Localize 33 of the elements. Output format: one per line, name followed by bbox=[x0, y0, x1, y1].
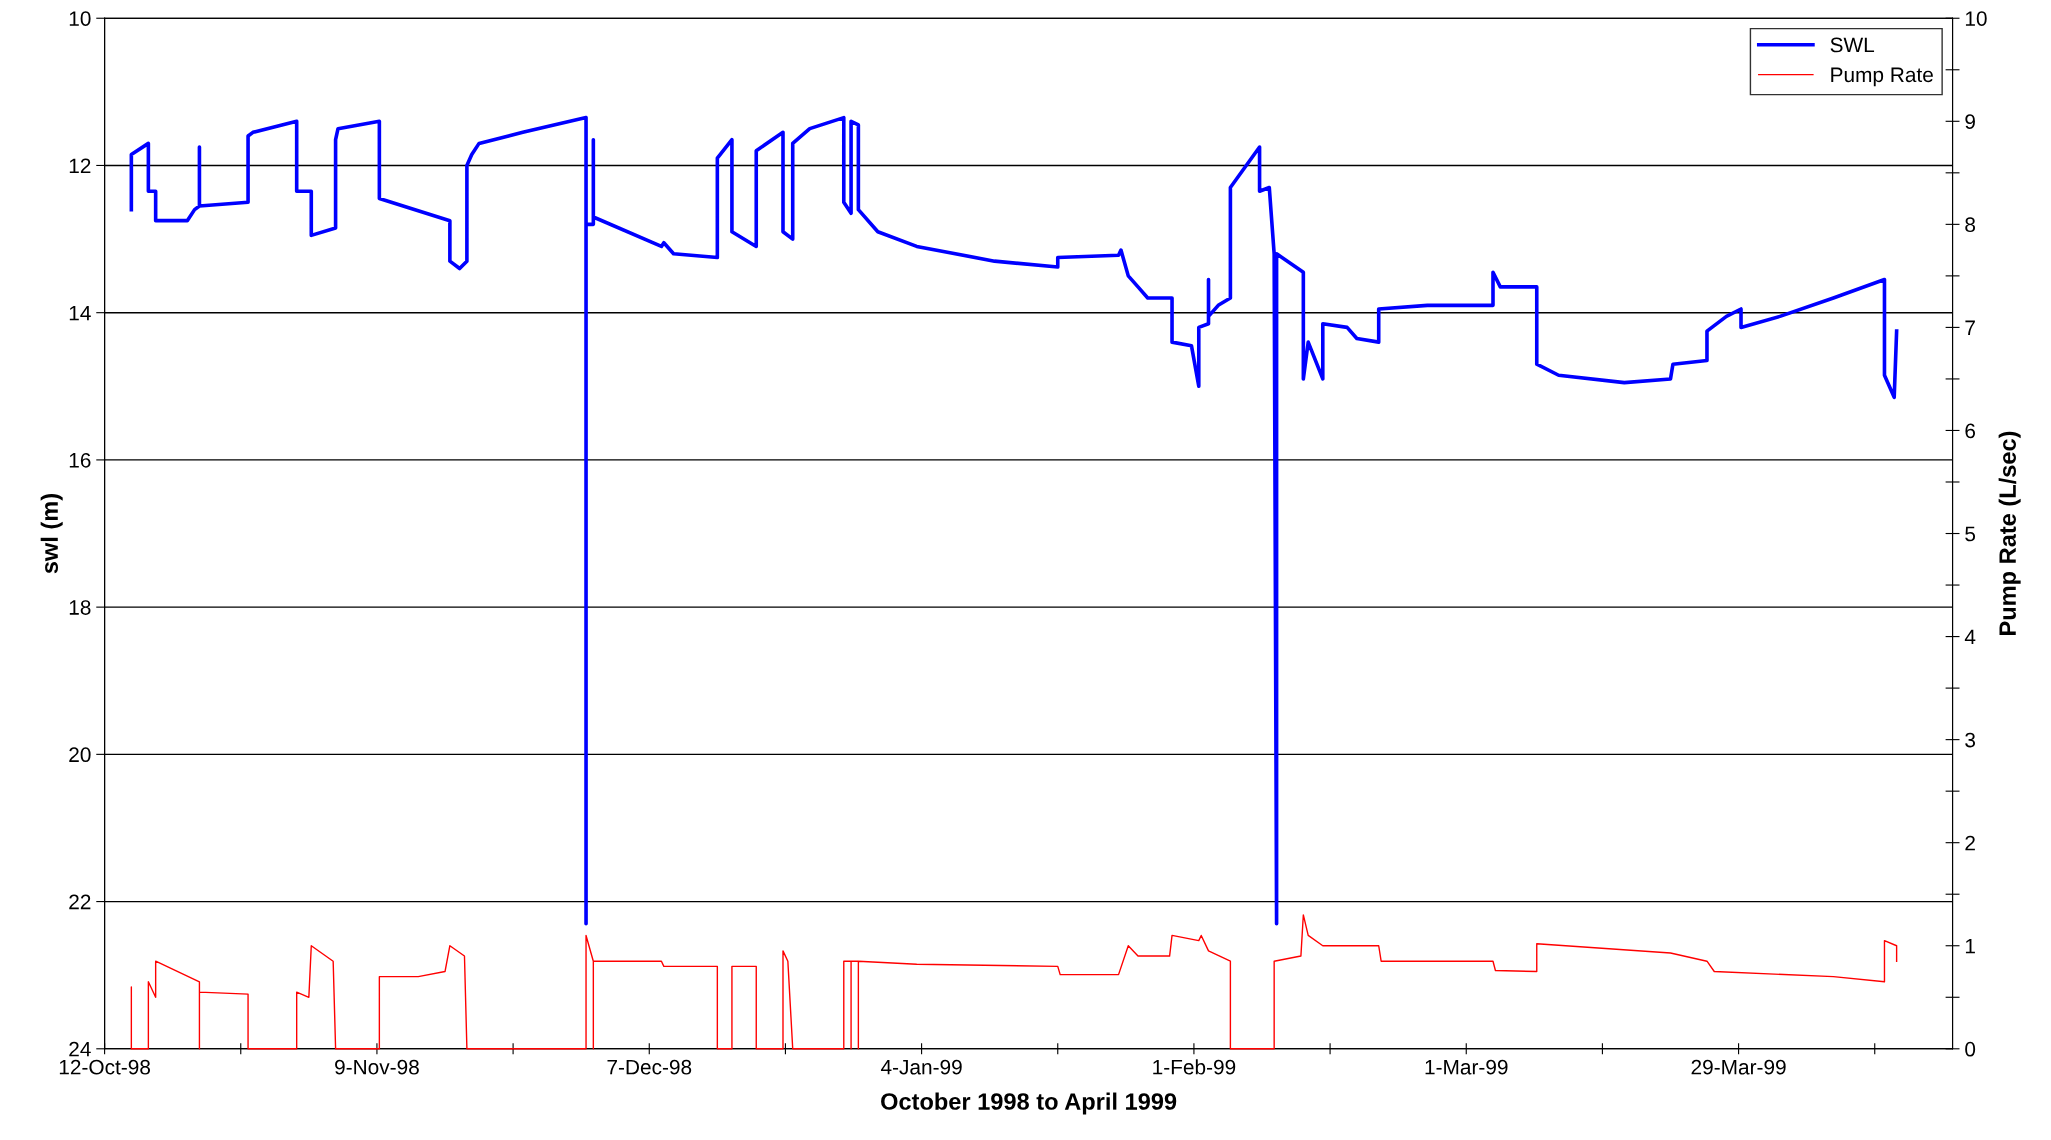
y-axis-title: swl (m) bbox=[40, 494, 63, 574]
legend-label: Pump Rate bbox=[1831, 67, 1933, 87]
x-tick-label: 29-Mar-99 bbox=[1691, 1059, 1786, 1075]
y2-tick-label: 0 bbox=[1965, 1041, 1976, 1057]
y2-tick-label: 2 bbox=[1965, 835, 1975, 851]
y2-tick-label: 9 bbox=[1965, 114, 1975, 130]
y-tick-label: 24 bbox=[69, 1041, 91, 1057]
x-tick-label: 1-Feb-99 bbox=[1153, 1059, 1236, 1075]
y2-tick-label: 7 bbox=[1965, 320, 1975, 335]
y2-tick-label: 4 bbox=[1964, 629, 1976, 645]
y2-tick-label: 3 bbox=[1965, 732, 1976, 748]
y-tick-label: 20 bbox=[69, 747, 91, 763]
y-tick-label: 22 bbox=[69, 894, 91, 910]
x-tick-label: 4-Jan-99 bbox=[880, 1059, 962, 1075]
y2-tick-label: 10 bbox=[1965, 11, 1987, 26]
line-series bbox=[130, 914, 1898, 1050]
x-axis-title: October 1998 to April 1999 bbox=[881, 1092, 1177, 1115]
x-tick-label: 12-Oct-98 bbox=[59, 1059, 151, 1075]
y-tick-label: 16 bbox=[69, 452, 91, 468]
y2-tick-label: 5 bbox=[1965, 526, 1976, 542]
y2-tick-label: 6 bbox=[1965, 423, 1976, 439]
y2-tick-label: 1 bbox=[1965, 938, 1975, 954]
y2-axis-title: Pump Rate (L/sec) bbox=[1998, 431, 2021, 635]
x-tick-label: 7-Dec-98 bbox=[607, 1059, 692, 1075]
y-tick-label: 14 bbox=[69, 305, 91, 321]
legend-label: SWL bbox=[1830, 37, 1875, 53]
line-series bbox=[129, 115, 1899, 926]
x-tick-label: 9-Nov-98 bbox=[335, 1059, 419, 1075]
y-tick-label: 12 bbox=[69, 158, 91, 174]
y2-tick-label: 8 bbox=[1965, 217, 1976, 233]
y-tick-label: 10 bbox=[69, 11, 91, 26]
x-tick-label: 1-Mar-99 bbox=[1425, 1059, 1508, 1075]
y-tick-label: 18 bbox=[69, 600, 91, 615]
